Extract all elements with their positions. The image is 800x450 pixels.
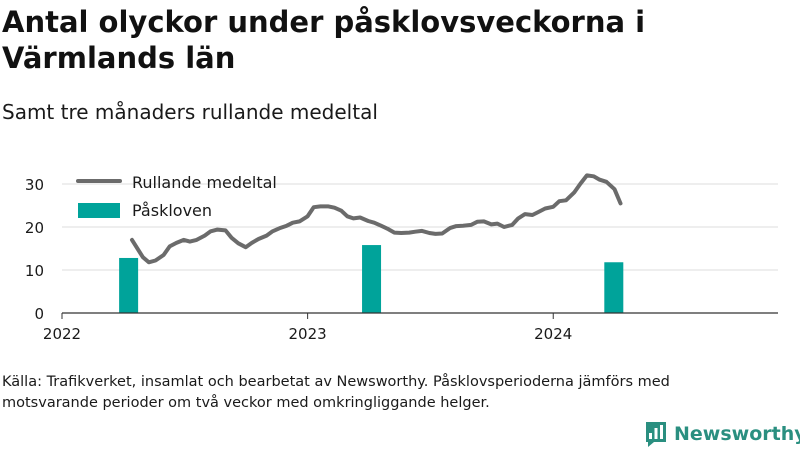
legend-label-line: Rullande medeltal [132, 173, 277, 192]
y-tick-label-20: 20 [25, 219, 44, 237]
chart: 0 10 20 30 2022 2023 2024 Rullande medeltal P… [25, 173, 778, 343]
x-tick-label-2023: 2023 [289, 325, 327, 343]
line-series-rullande-medeltal [130, 173, 623, 265]
logo-name: Newsworthy [674, 423, 800, 445]
x-axis-ticks: 2022 2023 2024 [43, 313, 572, 343]
grid-layer [62, 183, 778, 271]
bar-paskloven-2024 [604, 262, 624, 313]
y-tick-label-0: 0 [34, 305, 44, 323]
source-note: Källa: Trafikverket, insamlat och bearbe… [2, 374, 670, 411]
bar-chart-logo-icon [646, 422, 666, 447]
y-tick-label-10: 10 [25, 262, 44, 280]
newsworthy-logo[interactable]: Newsworthy [644, 420, 800, 448]
legend-swatch-bar [78, 203, 120, 218]
legend: Rullande medeltal Påskloven [76, 173, 277, 220]
y-tick-label-30: 30 [25, 176, 44, 194]
x-tick-label-2022: 2022 [43, 325, 81, 343]
chart-subtitle: Samt tre månaders rullande medeltal [2, 100, 378, 124]
legend-label-bar: Påskloven [132, 201, 212, 220]
y-axis-ticks: 0 10 20 30 [25, 176, 44, 323]
chart-title: Antal olyckor under påsklovsveckorna i V… [2, 5, 646, 75]
bar-paskloven-2022 [119, 257, 139, 313]
x-tick-label-2024: 2024 [534, 325, 572, 343]
bar-series [119, 245, 624, 313]
bar-paskloven-2023 [362, 245, 382, 313]
